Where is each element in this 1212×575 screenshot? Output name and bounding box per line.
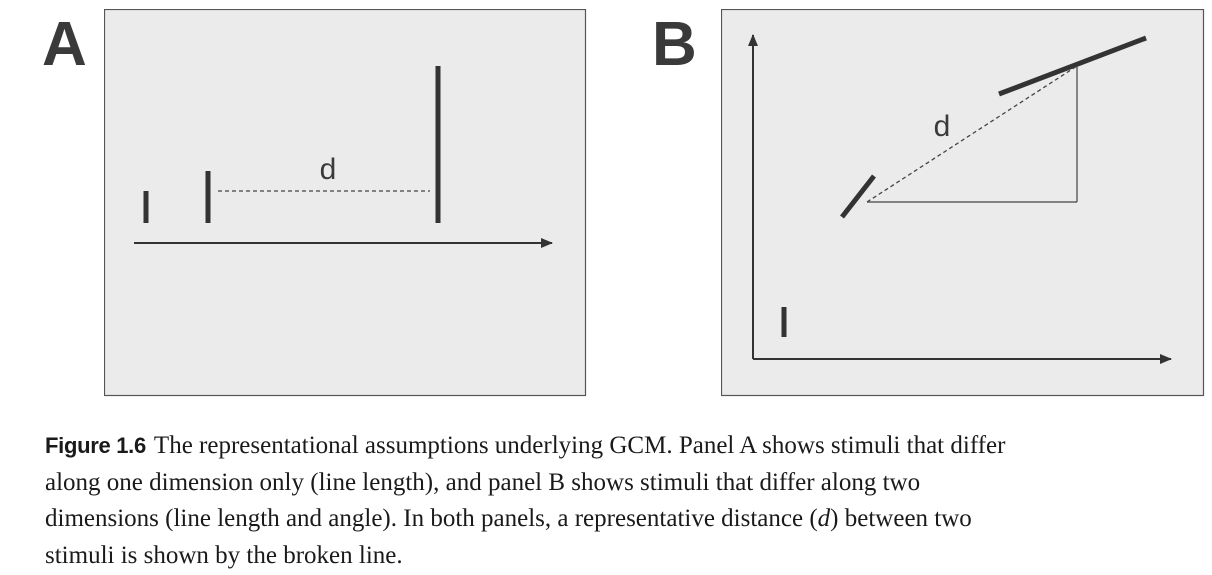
figure-caption: Figure 1.6 The representational assumptio…: [45, 428, 1195, 574]
distance-label: d: [320, 153, 337, 186]
stimulus-angled-long-line: [998, 35, 1147, 97]
caption-text-1: The representational assumptions underly…: [153, 432, 1006, 459]
caption-italic-d: d: [817, 505, 831, 532]
panel-a-background: [104, 9, 587, 397]
caption-label: Figure 1.6: [45, 433, 146, 458]
caption-line-2: along one dimension only (line length), …: [45, 468, 921, 496]
stimulus-angled-short-line: [840, 174, 876, 219]
distance-label: d: [934, 110, 951, 143]
caption-line-4: stimuli is shown by the broken line.: [45, 541, 403, 569]
caption-text-3-end: ) between two: [830, 505, 972, 532]
panel-a-diagram: d: [104, 9, 587, 397]
panel-b-letter: B: [652, 10, 697, 79]
caption-text-3: dimensions (line length and angle). In b…: [45, 505, 818, 532]
panel-b-diagram: d: [721, 9, 1205, 397]
panel-a-letter: A: [42, 10, 87, 79]
caption-line-3: dimensions (line length and angle). In b…: [45, 501, 1195, 538]
caption-line-1: Figure 1.6 The representational assumptio…: [45, 428, 1195, 465]
